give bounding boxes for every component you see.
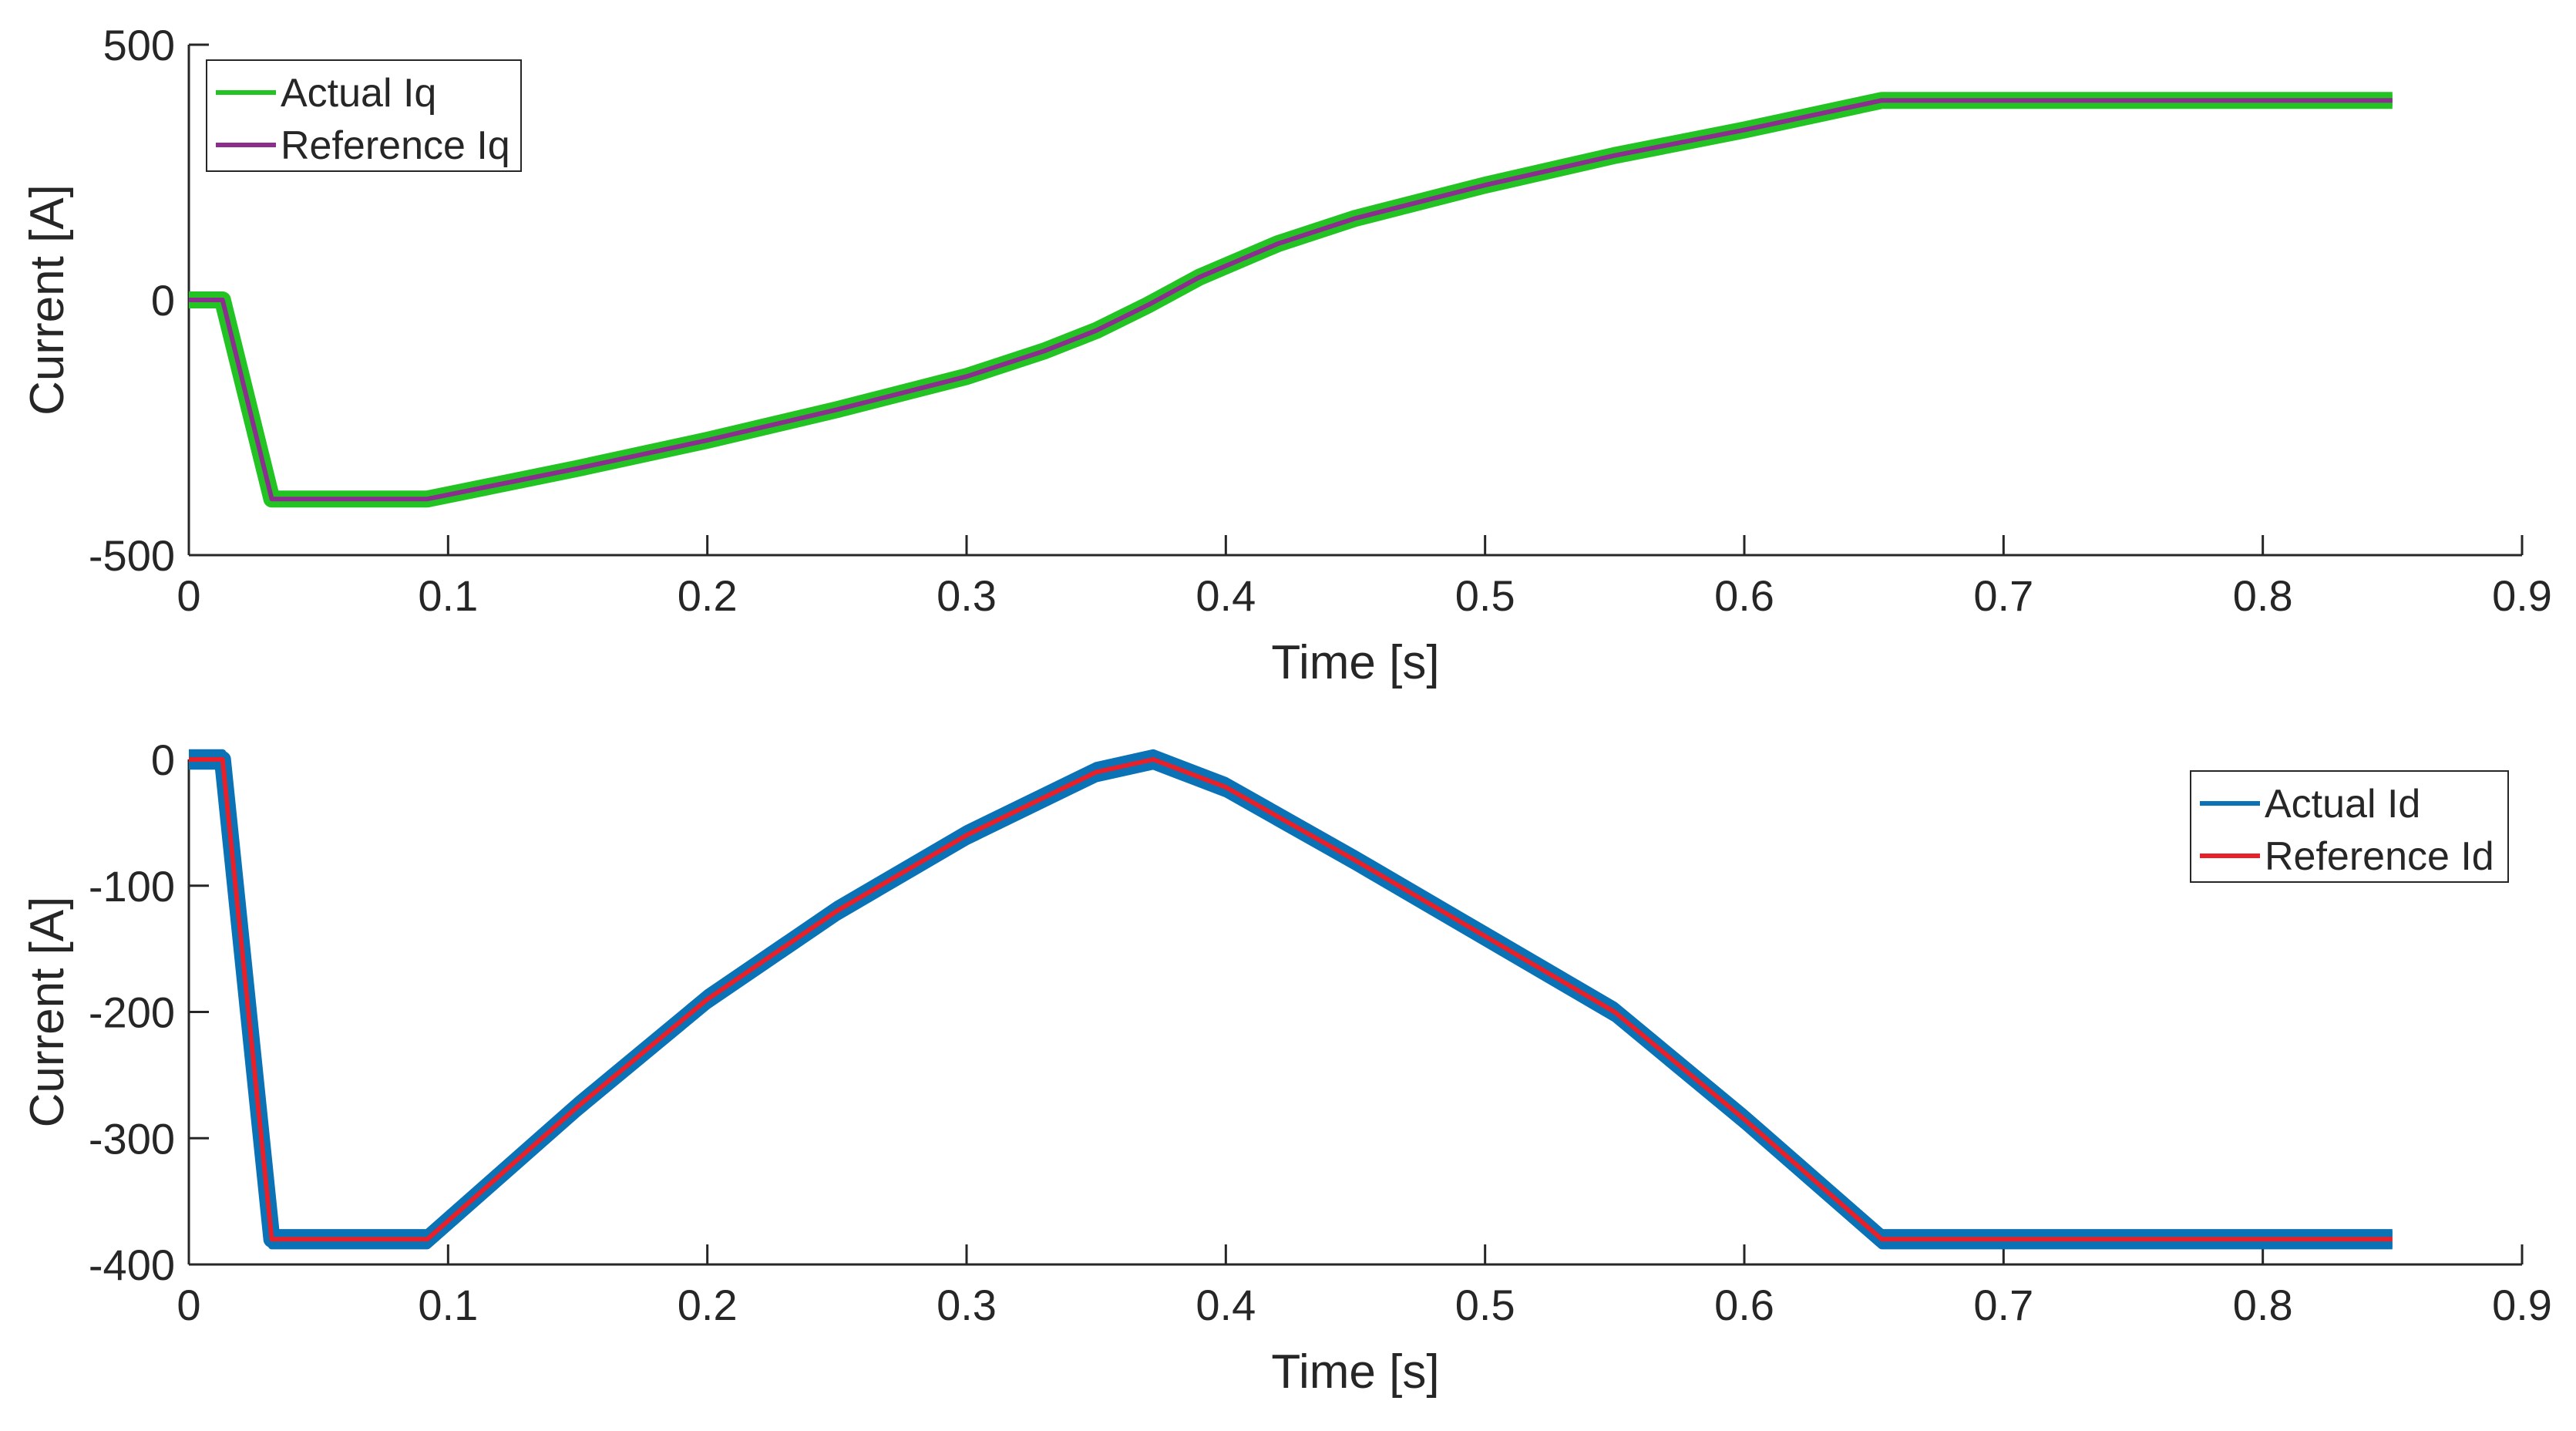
x-tick-label-0-2: 0.2	[678, 571, 738, 620]
legend-label-actual-id: Actual Id	[2265, 782, 2420, 827]
x-axis-label: Time [s]	[1271, 636, 1439, 689]
x-tick-label-0: 0	[177, 1281, 200, 1329]
y-tick-label-300: -300	[89, 1114, 175, 1163]
legend-label-reference-iq: Reference Iq	[281, 123, 510, 168]
x-tick-label-0-8: 0.8	[2233, 1281, 2293, 1329]
legend-label-reference-id: Reference Id	[2265, 834, 2494, 879]
chart-id: 0 0.1 0.2 0.3 0.4 0.5 0.6 0.7 0.8 0.9 0 -100 -200 -30…	[21, 736, 2552, 1399]
x-tick-label-0-9: 0.9	[2492, 1281, 2552, 1329]
y-axis-label: Current [A]	[21, 897, 74, 1128]
y-tick-label-400: -400	[89, 1241, 175, 1289]
series-line-actual-id	[189, 751, 2393, 1248]
x-tick-label-0-1: 0.1	[418, 571, 478, 620]
x-tick-label-0: 0	[177, 571, 200, 620]
x-tick-label-0-9: 0.9	[2492, 571, 2552, 620]
legend-box	[2190, 770, 2509, 883]
y-tick-label-0: 0	[151, 736, 175, 784]
x-tick-label-0-5: 0.5	[1455, 571, 1515, 620]
x-tick-label-0-1: 0.1	[418, 1281, 478, 1329]
x-tick-label-0-7: 0.7	[1973, 1281, 2033, 1329]
legend-box	[206, 59, 522, 172]
legend: Actual Id Reference Id	[2190, 770, 2509, 883]
y-tick-label-0: 0	[151, 276, 175, 325]
x-tick-label-0-4: 0.4	[1196, 1281, 1256, 1329]
x-tick-label-0-4: 0.4	[1196, 571, 1256, 620]
x-axis-label: Time [s]	[1271, 1345, 1439, 1399]
y-tick-label-100: -100	[89, 862, 175, 911]
legend-label-actual-iq: Actual Iq	[281, 71, 436, 116]
y-tick-label-200: -200	[89, 988, 175, 1037]
legend: Actual Iq Reference Iq	[206, 59, 522, 172]
y-axis-label: Current [A]	[21, 184, 74, 416]
x-tick-label-0-8: 0.8	[2233, 571, 2293, 620]
y-tick-label-500: -500	[89, 531, 175, 580]
x-tick-label-0-3: 0.3	[937, 571, 997, 620]
x-tick-label-0-6: 0.6	[1714, 1281, 1774, 1329]
x-tick-label-0-6: 0.6	[1714, 571, 1774, 620]
chart-iq: 0 0.1 0.2 0.3 0.4 0.5 0.6 0.7 0.8 0.9-5000500Time…	[21, 21, 2552, 689]
series-line-reference-id	[189, 757, 2393, 1242]
x-tick-label-0-2: 0.2	[678, 1281, 738, 1329]
y-tick-label-500: 500	[103, 21, 175, 69]
x-tick-label-0-7: 0.7	[1973, 571, 2033, 620]
x-tick-label-0-3: 0.3	[937, 1281, 997, 1329]
series-line-reference-iq	[189, 98, 2393, 502]
x-tick-label-0-5: 0.5	[1455, 1281, 1515, 1329]
series-band-lower-actual-id	[189, 762, 2393, 1250]
